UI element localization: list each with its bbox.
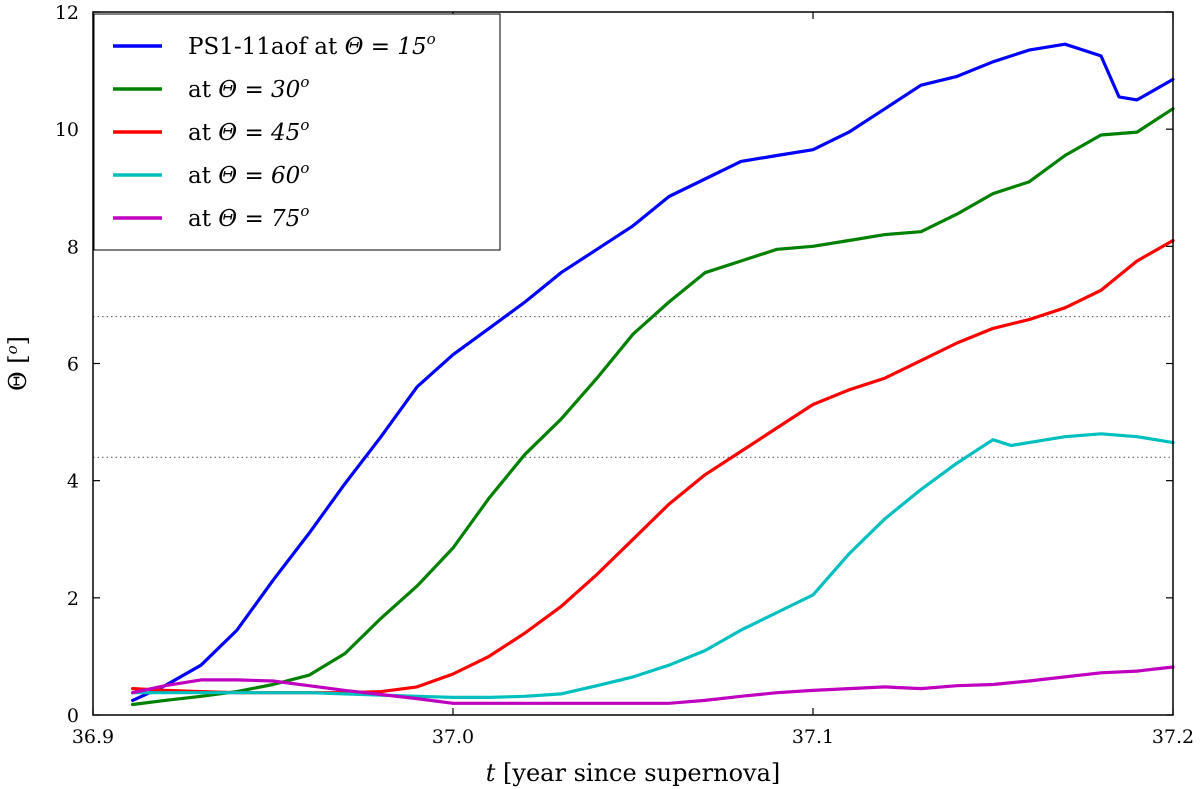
x-tick-label: 37.1: [792, 726, 834, 748]
legend: PS1-11aof at Θ = 15o at Θ = 30o at Θ = 45o…: [93, 13, 501, 251]
series-line-5: [131, 665, 1175, 705]
x-tick-label: 37.2: [1152, 726, 1194, 748]
legend-label-4: at Θ = 60o: [188, 159, 309, 189]
series-line-4: [131, 432, 1175, 700]
series-line-3: [131, 238, 1175, 695]
legend-label-1: PS1-11aof at Θ = 15o: [188, 30, 436, 60]
y-axis-title: Θ [o]: [3, 336, 32, 391]
y-tick-label: 0: [67, 705, 79, 727]
legend-label-2: at Θ = 30o: [188, 73, 309, 103]
y-tick-label: 10: [55, 119, 79, 141]
legend-label-3: at Θ = 45o: [188, 116, 309, 146]
x-axis-title: t [year since supernova]: [486, 759, 781, 787]
y-tick-label: 8: [67, 236, 79, 258]
y-tick-label: 6: [67, 354, 79, 376]
y-tick-label: 2: [67, 588, 79, 610]
series-line-1: [131, 42, 1175, 703]
x-tick-label: 36.9: [72, 726, 114, 748]
series-lines: [131, 42, 1175, 707]
legend-label-5: at Θ = 75o: [188, 202, 309, 232]
y-tick-label: 12: [55, 2, 79, 24]
axis-ticks: 36.9 37.0 37.1 37.2 0 2 4 6 8 10 12: [55, 2, 1194, 748]
series-line-2: [131, 107, 1175, 707]
y-tick-label: 4: [67, 471, 79, 493]
x-tick-label: 37.0: [432, 726, 474, 748]
reference-lines: [93, 316, 1173, 458]
